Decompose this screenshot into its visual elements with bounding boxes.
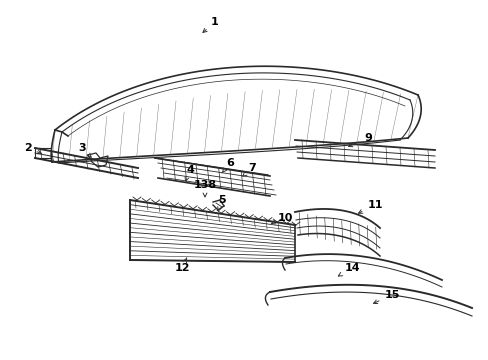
Text: 10: 10 (271, 213, 292, 224)
Text: 14: 14 (338, 263, 359, 276)
Text: 5: 5 (217, 195, 225, 211)
Text: 3: 3 (78, 143, 91, 157)
Text: 15: 15 (373, 290, 399, 303)
Text: 1: 1 (203, 17, 219, 32)
Text: 7: 7 (242, 163, 255, 176)
Text: 6: 6 (222, 158, 233, 173)
Text: 138: 138 (193, 180, 216, 197)
Text: 2: 2 (24, 143, 41, 154)
Text: 9: 9 (348, 133, 371, 147)
Text: 12: 12 (174, 258, 189, 273)
Text: 4: 4 (185, 165, 194, 181)
Text: 11: 11 (358, 200, 382, 213)
